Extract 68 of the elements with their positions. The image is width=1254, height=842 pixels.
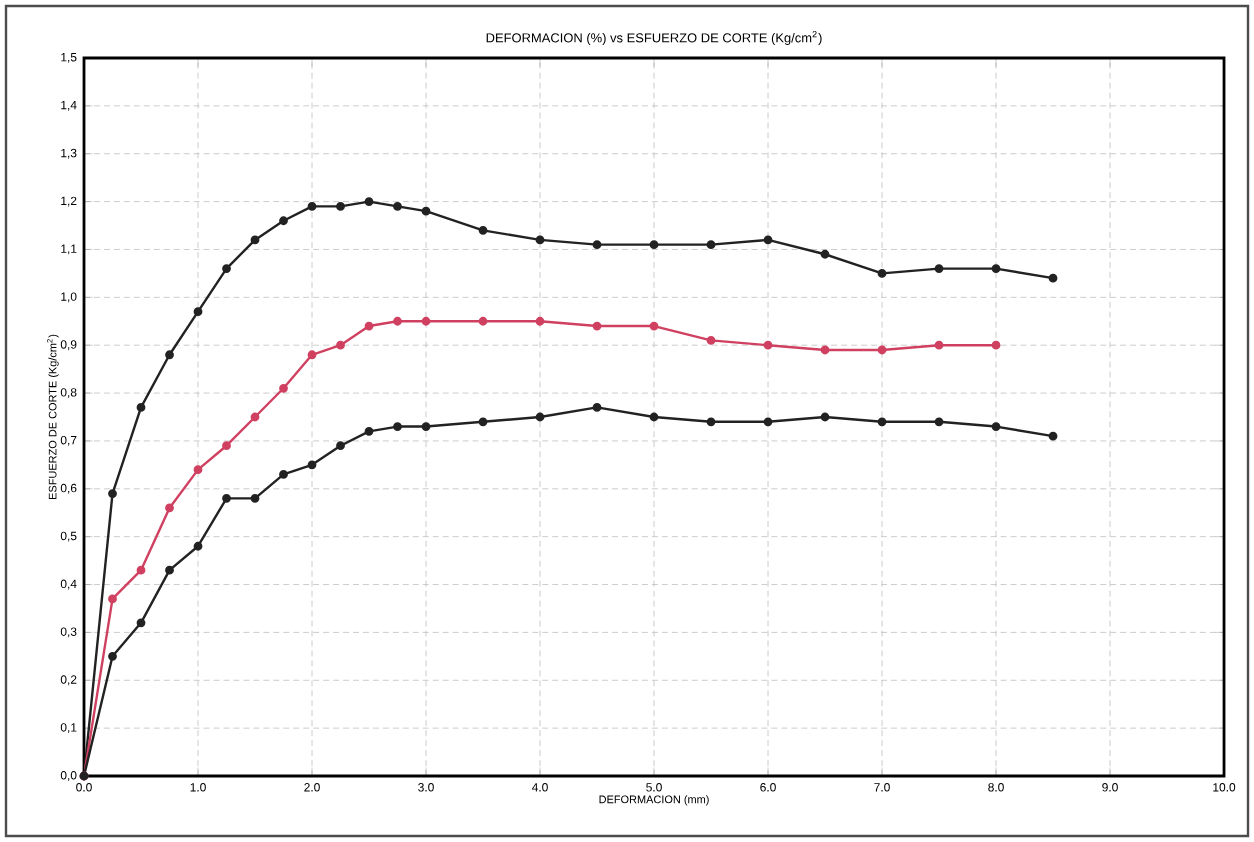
point: [136, 403, 146, 412]
point: [336, 441, 345, 451]
point: [877, 345, 887, 355]
point: [108, 594, 117, 604]
point: [649, 321, 659, 331]
point: [307, 460, 317, 470]
point: [222, 493, 231, 503]
point: [820, 412, 830, 422]
point: [706, 336, 716, 345]
point: [307, 201, 317, 211]
point: [108, 651, 117, 661]
point: [393, 316, 402, 326]
point: [478, 417, 488, 427]
point: [535, 235, 545, 245]
point: [934, 417, 944, 427]
point: [535, 316, 545, 326]
point: [478, 225, 488, 235]
point: [592, 321, 602, 331]
point: [165, 503, 174, 513]
point: [706, 240, 716, 250]
point: [193, 307, 203, 317]
point: [706, 417, 716, 427]
point: [193, 465, 203, 475]
point: [136, 565, 146, 575]
point: [1048, 431, 1058, 441]
point: [136, 618, 146, 628]
point: [250, 412, 260, 422]
point: [307, 350, 317, 360]
point: [592, 403, 602, 412]
point: [991, 422, 1001, 431]
point: [820, 249, 830, 259]
point: [336, 340, 345, 350]
point: [364, 321, 374, 331]
point: [877, 417, 887, 427]
point: [250, 493, 260, 503]
point: [763, 417, 773, 427]
point: [364, 197, 374, 206]
point: [393, 422, 402, 431]
point: [934, 340, 944, 350]
point: [393, 201, 402, 211]
point: [820, 345, 830, 355]
point: [336, 201, 345, 211]
point: [165, 565, 174, 575]
point: [421, 422, 431, 431]
point: [279, 216, 288, 226]
point: [649, 412, 659, 422]
point: [535, 412, 545, 422]
point: [763, 235, 773, 245]
point: [250, 235, 260, 245]
point: [1048, 273, 1058, 283]
point: [478, 316, 488, 326]
point: [877, 269, 887, 278]
point: [763, 340, 773, 350]
point: [991, 264, 1001, 274]
point: [991, 340, 1001, 350]
point: [421, 206, 431, 216]
point: [108, 489, 117, 498]
point: [592, 240, 602, 250]
point: [193, 541, 203, 551]
point: [364, 426, 374, 436]
point: [934, 264, 944, 274]
point: [222, 441, 231, 451]
point: [165, 350, 174, 360]
point: [649, 240, 659, 250]
point: [279, 383, 288, 393]
point: [222, 264, 231, 274]
point: [279, 470, 288, 479]
point: [421, 316, 431, 326]
